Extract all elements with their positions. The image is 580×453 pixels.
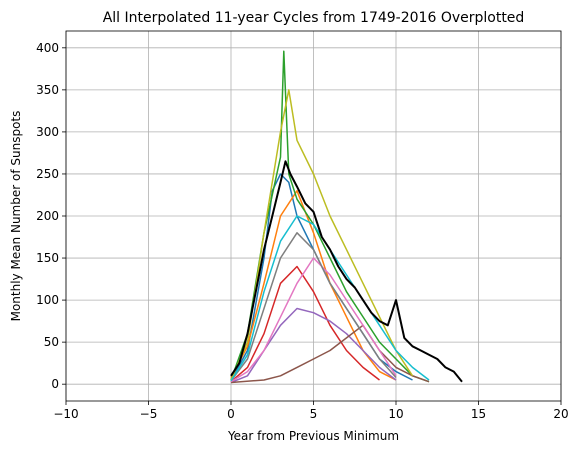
x-tick-label: 0 bbox=[227, 407, 235, 421]
series-line-cycle-5 bbox=[230, 307, 397, 384]
y-tick-label: 300 bbox=[36, 125, 59, 139]
x-tick-label: 10 bbox=[388, 407, 403, 421]
series-line-cycle-9 bbox=[230, 89, 414, 381]
chart-title: All Interpolated 11-year Cycles from 174… bbox=[103, 10, 525, 26]
y-axis-title: Monthly Mean Number of Sunspots bbox=[9, 111, 23, 322]
y-tick-label: 0 bbox=[51, 377, 59, 391]
x-tick-label: 15 bbox=[471, 407, 486, 421]
series-group bbox=[230, 50, 463, 384]
series-line-cycle-2 bbox=[230, 190, 397, 381]
x-tick-label: −10 bbox=[53, 407, 78, 421]
x-tick-label: 20 bbox=[553, 407, 568, 421]
series-line-mean bbox=[230, 160, 463, 383]
y-tick-label: 50 bbox=[44, 335, 59, 349]
y-tick-label: 100 bbox=[36, 293, 59, 307]
series-line-cycle-8 bbox=[230, 232, 397, 382]
series-line-cycle-4 bbox=[230, 265, 380, 383]
series-line-cycle-6 bbox=[230, 324, 430, 384]
x-tick-label: −5 bbox=[140, 407, 158, 421]
x-tick-label: 5 bbox=[310, 407, 318, 421]
series-line-cycle-7 bbox=[230, 257, 397, 383]
y-tick-label: 250 bbox=[36, 167, 59, 181]
x-axis-title: Year from Previous Minimum bbox=[227, 429, 399, 443]
y-tick-label: 350 bbox=[36, 83, 59, 97]
y-tick-label: 150 bbox=[36, 251, 59, 265]
y-tick-label: 400 bbox=[36, 41, 59, 55]
y-tick-label: 200 bbox=[36, 209, 59, 223]
